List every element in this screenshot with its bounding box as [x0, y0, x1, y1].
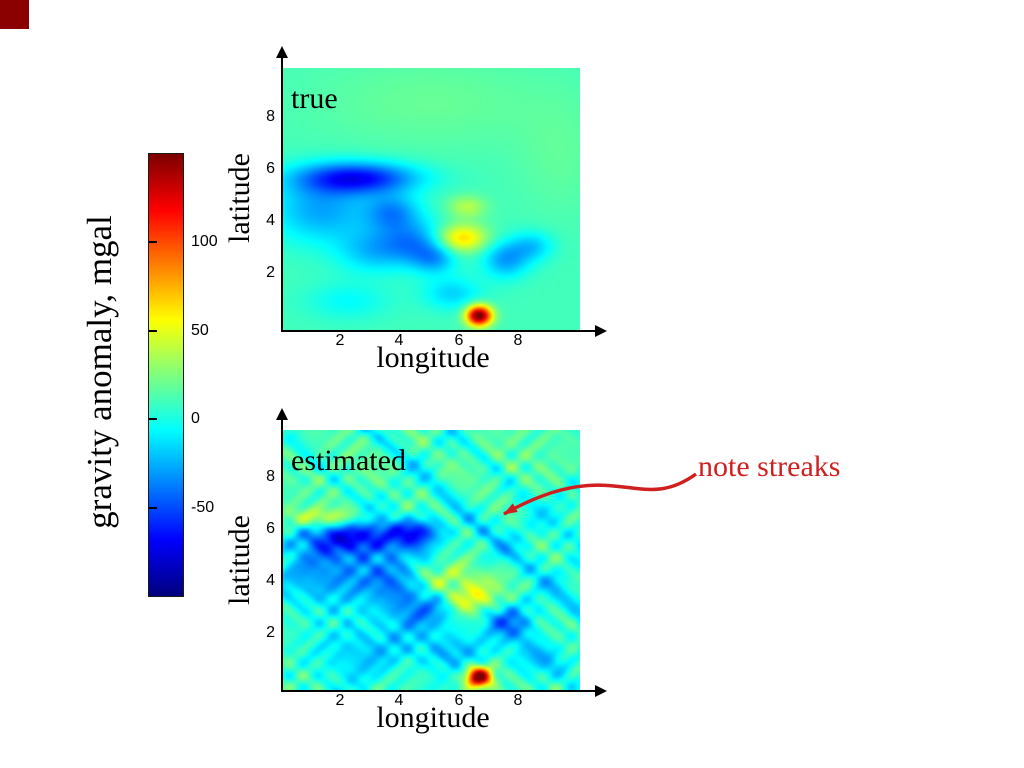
- colorbar-tick-label: 100: [191, 233, 218, 250]
- y-tick-label: 8: [266, 108, 275, 125]
- x-tick-text: 4: [394, 692, 404, 709]
- heatmap-estimated: [283, 430, 580, 690]
- y-axis-label-text: latitude: [223, 515, 256, 605]
- y-axis-arrowhead-icon: [276, 408, 288, 420]
- x-axis-arrowhead-icon: [595, 685, 607, 697]
- x-axis-label-text: longitude: [376, 341, 490, 374]
- plot-title-estimated: estimated: [291, 444, 406, 477]
- y-axis-line-true: [281, 57, 283, 332]
- x-tick-text: 8: [513, 692, 523, 709]
- x-axis-arrowhead-icon: [595, 325, 607, 337]
- colorbar-tick-label: 0: [191, 410, 200, 427]
- x-axis-label-text: longitude: [376, 701, 490, 734]
- x-tick-text: 6: [454, 332, 464, 349]
- colorbar-tick-mark: [149, 507, 157, 509]
- colorbar-tick-label: -50: [191, 499, 215, 516]
- y-tick-label: 6: [266, 520, 275, 537]
- colorbar-tick-mark: [149, 418, 157, 420]
- x-tick-text: 2: [335, 332, 345, 349]
- x-tick-text: 6: [454, 692, 464, 709]
- y-axis-line-estimated: [281, 419, 283, 692]
- y-tick-label: 6: [266, 160, 275, 177]
- colorbar-tick-mark: [149, 241, 157, 243]
- x-axis-line-estimated: [281, 690, 597, 692]
- colorbar-tick-label: 50: [191, 322, 209, 339]
- y-tick-label: 2: [266, 264, 275, 281]
- y-tick-label: 2: [266, 624, 275, 641]
- x-tick-text: 8: [513, 332, 523, 349]
- colorbar-tick-mark: [149, 330, 157, 332]
- x-tick-text: 4: [394, 332, 404, 349]
- slide-corner-decoration: [0, 0, 29, 29]
- x-axis-line-true: [281, 330, 597, 332]
- y-tick-label: 4: [266, 212, 275, 229]
- plot-title-true: true: [291, 82, 338, 115]
- annotation-arrow-icon: [503, 472, 698, 516]
- colorbar-gradient: [148, 153, 184, 597]
- note-streaks-annotation: note streaks: [698, 450, 841, 483]
- y-tick-label: 8: [266, 468, 275, 485]
- colorbar-axis-label-text: gravity anomaly, mgal: [80, 215, 119, 529]
- y-tick-label: 4: [266, 572, 275, 589]
- x-tick-text: 2: [335, 692, 345, 709]
- y-axis-label-text: latitude: [223, 153, 256, 243]
- y-axis-arrowhead-icon: [276, 46, 288, 58]
- heatmap-true: [283, 68, 580, 330]
